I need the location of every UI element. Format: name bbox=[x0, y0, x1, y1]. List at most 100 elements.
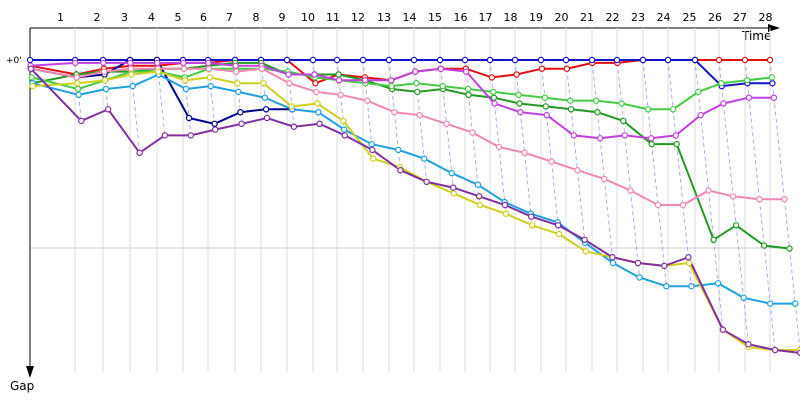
point bbox=[100, 68, 108, 75]
point bbox=[27, 65, 35, 72]
lap-label: 20 bbox=[555, 11, 569, 24]
point bbox=[715, 56, 723, 64]
point bbox=[74, 79, 81, 87]
lap-label: 9 bbox=[279, 11, 286, 24]
lap-connector bbox=[700, 115, 709, 191]
point bbox=[311, 71, 318, 78]
point bbox=[781, 195, 788, 203]
lap-connector bbox=[442, 88, 447, 124]
point bbox=[582, 248, 590, 255]
lap-label: 28 bbox=[759, 11, 773, 24]
lap-connector bbox=[624, 135, 631, 191]
point bbox=[290, 123, 298, 130]
point bbox=[621, 132, 629, 139]
lap-label: 15 bbox=[428, 11, 442, 24]
point bbox=[669, 106, 677, 113]
point bbox=[567, 106, 575, 113]
lap-connector bbox=[446, 123, 453, 174]
y-arrow bbox=[26, 366, 34, 378]
point bbox=[412, 68, 419, 75]
point bbox=[136, 149, 143, 156]
point bbox=[211, 120, 218, 128]
point bbox=[450, 184, 457, 191]
lap-connector bbox=[520, 112, 525, 153]
point bbox=[688, 283, 695, 290]
point bbox=[26, 56, 34, 64]
point bbox=[333, 56, 341, 64]
lap-label: 25 bbox=[683, 11, 697, 24]
lap-connector bbox=[541, 68, 546, 98]
point bbox=[286, 79, 293, 87]
point bbox=[476, 201, 484, 209]
point bbox=[385, 56, 393, 64]
lap-label: 24 bbox=[657, 11, 671, 24]
point bbox=[486, 56, 494, 64]
point bbox=[313, 88, 320, 96]
point bbox=[743, 77, 751, 84]
lap-connector bbox=[546, 115, 552, 162]
lap-connector bbox=[697, 91, 702, 116]
lap-connector bbox=[667, 59, 674, 110]
point bbox=[618, 100, 625, 107]
point bbox=[588, 56, 596, 64]
point bbox=[786, 245, 793, 252]
point bbox=[627, 187, 634, 194]
point bbox=[581, 236, 588, 243]
point bbox=[100, 59, 107, 67]
point bbox=[395, 146, 402, 154]
point bbox=[28, 74, 35, 81]
lap-connector bbox=[735, 225, 744, 298]
point bbox=[368, 140, 375, 148]
series-line bbox=[32, 61, 790, 250]
point bbox=[443, 120, 450, 128]
point bbox=[761, 242, 768, 249]
point bbox=[187, 132, 194, 139]
point bbox=[766, 56, 774, 64]
point bbox=[104, 106, 112, 113]
point bbox=[695, 88, 702, 96]
lap-label: 22 bbox=[606, 11, 620, 24]
lap-connector bbox=[748, 97, 760, 200]
point bbox=[285, 71, 292, 78]
lap-connector bbox=[763, 245, 771, 304]
point bbox=[719, 326, 727, 333]
lap-connector bbox=[577, 170, 585, 240]
lap-connector bbox=[289, 83, 293, 107]
lap-label: 8 bbox=[253, 11, 260, 24]
point bbox=[75, 91, 82, 99]
point bbox=[388, 82, 395, 90]
lap-connector bbox=[391, 88, 395, 113]
point bbox=[769, 79, 776, 87]
point bbox=[714, 280, 722, 287]
point bbox=[102, 85, 110, 93]
point bbox=[414, 88, 421, 96]
lap-connector bbox=[185, 88, 190, 119]
point bbox=[314, 100, 321, 107]
lap-connector bbox=[599, 138, 605, 179]
lap-connector bbox=[718, 59, 722, 84]
lap-connector bbox=[340, 94, 344, 121]
point bbox=[528, 222, 536, 229]
lap-connector bbox=[657, 204, 665, 266]
point bbox=[516, 100, 523, 107]
point bbox=[309, 56, 317, 64]
series-line bbox=[30, 59, 293, 125]
point bbox=[537, 56, 545, 64]
point bbox=[613, 56, 621, 64]
point bbox=[263, 114, 271, 122]
point bbox=[288, 103, 295, 110]
point bbox=[262, 106, 270, 113]
lap-connector bbox=[694, 59, 699, 92]
lap-connector bbox=[394, 112, 399, 150]
point bbox=[596, 135, 604, 142]
point bbox=[609, 254, 616, 261]
point bbox=[745, 94, 753, 101]
point bbox=[340, 117, 347, 125]
point bbox=[211, 126, 219, 133]
point bbox=[260, 79, 267, 87]
point bbox=[127, 59, 134, 67]
point bbox=[542, 103, 550, 110]
lap-connector bbox=[591, 62, 597, 101]
lap-label: 10 bbox=[301, 11, 315, 24]
